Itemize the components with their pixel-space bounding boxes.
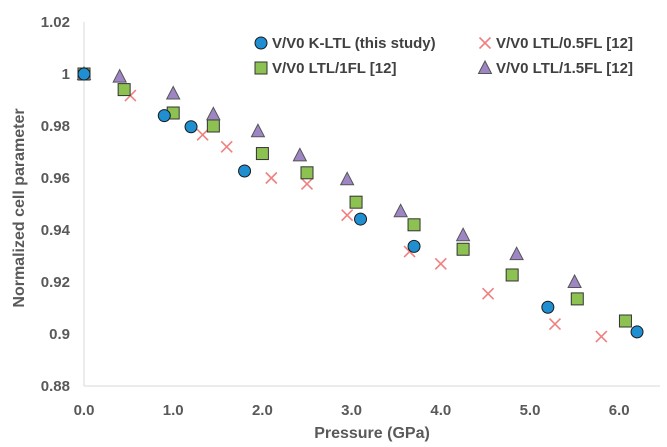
- data-point: [456, 242, 470, 256]
- legend-item: V/V0 LTL/1.5FL [12]: [477, 59, 633, 77]
- y-tick-label: 0.94: [41, 222, 71, 239]
- series-square: [77, 67, 632, 328]
- data-point: [505, 268, 519, 282]
- data-point: [567, 273, 582, 288]
- x-tick-label: 5.0: [520, 402, 541, 419]
- x-tick-label: 3.0: [341, 402, 362, 419]
- x-tick-labels: 0.0 1.0 2.0 3.0 4.0 5.0 6.0: [74, 402, 630, 419]
- legend: V/V0 K-LTL (this study) V/V0 LTL/0.5FL [1…: [254, 35, 633, 77]
- legend-label: V/V0 LTL/1.5FL [12]: [496, 60, 633, 77]
- data-point: [595, 330, 608, 343]
- y-tick-label: 0.88: [41, 378, 70, 395]
- data-point: [157, 109, 171, 123]
- data-point: [165, 85, 181, 100]
- y-tick-labels: 0.88 0.9 0.92 0.94 0.96 0.98 1 1.02: [41, 14, 71, 395]
- data-point: [300, 166, 314, 180]
- data-point: [339, 171, 355, 186]
- data-point: [618, 314, 632, 328]
- data-point: [509, 246, 524, 261]
- data-point: [117, 83, 131, 97]
- x-axis-title: Pressure (GPa): [314, 425, 430, 442]
- x-tick-label: 2.0: [252, 402, 273, 419]
- legend-marker: [254, 61, 268, 75]
- data-point: [630, 325, 644, 339]
- legend-item: V/V0 K-LTL (this study): [254, 35, 436, 52]
- x-tick-label: 0.0: [74, 402, 95, 419]
- y-tick-label: 0.98: [41, 118, 70, 135]
- data-point: [220, 140, 233, 153]
- legend-label: V/V0 K-LTL (this study): [272, 35, 436, 52]
- data-point: [407, 218, 421, 232]
- data-point: [354, 212, 368, 226]
- data-point: [77, 67, 91, 81]
- data-markers: [76, 65, 644, 343]
- data-point: [292, 147, 308, 162]
- data-point: [206, 106, 221, 121]
- data-point: [434, 257, 447, 270]
- data-point: [482, 287, 495, 300]
- data-point: [255, 147, 269, 161]
- x-tick-label: 4.0: [430, 402, 451, 419]
- data-point: [112, 68, 128, 83]
- legend-item: V/V0 LTL/0.5FL [12]: [478, 35, 633, 52]
- legend-label: V/V0 LTL/0.5FL [12]: [496, 35, 633, 52]
- data-point: [548, 318, 562, 331]
- data-point: [541, 300, 555, 314]
- series-circle: [77, 67, 644, 339]
- data-point: [300, 177, 314, 191]
- data-point: [341, 209, 354, 222]
- y-tick-label: 1.02: [41, 14, 70, 31]
- data-point: [349, 195, 363, 209]
- y-tick-label: 0.92: [41, 274, 70, 291]
- legend-marker: [478, 36, 492, 50]
- data-point: [265, 171, 278, 185]
- data-point: [184, 120, 198, 134]
- legend-marker: [477, 59, 493, 74]
- y-tick-label: 0.96: [41, 170, 70, 187]
- y-tick-label: 0.9: [49, 326, 70, 343]
- data-point: [250, 123, 266, 138]
- data-point: [196, 128, 209, 141]
- x-tick-label: 6.0: [609, 402, 630, 419]
- data-point: [570, 292, 584, 306]
- legend-marker: [254, 36, 268, 50]
- data-point: [455, 227, 471, 242]
- data-point: [393, 203, 408, 218]
- data-point: [206, 119, 220, 133]
- legend-item: V/V0 LTL/1FL [12]: [254, 60, 396, 77]
- data-point: [407, 239, 421, 253]
- legend-label: V/V0 LTL/1FL [12]: [272, 60, 396, 77]
- y-axis-title: Normalized cell parameter: [11, 108, 28, 307]
- y-tick-label: 1: [62, 66, 70, 83]
- x-tick-label: 1.0: [163, 402, 184, 419]
- data-point: [238, 164, 252, 178]
